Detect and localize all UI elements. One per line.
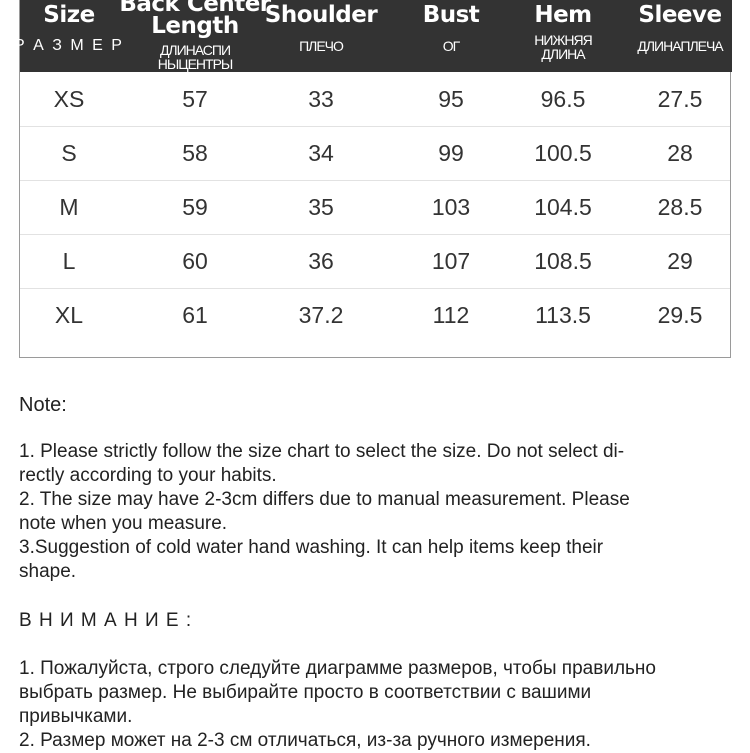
measurement-cell: 99: [438, 140, 464, 166]
note-line: 1. Пожалуйста, строго следуйте диаграмме…: [19, 658, 656, 679]
measurement-cell: 59: [182, 194, 208, 220]
column-header: Size Р А З М Е Р: [14, 0, 124, 72]
measurement-cell: 28: [667, 140, 693, 166]
header-en-label: Length: [151, 13, 239, 39]
header-en-label: Shoulder: [264, 2, 378, 28]
measurement-cell: 33: [308, 86, 334, 112]
measurement-cell: 36: [308, 248, 334, 274]
size-cell: L: [62, 248, 76, 274]
table-row: XS 57 33 95 96.5 27.5: [20, 72, 730, 127]
header-en-label: Back Center: [119, 0, 271, 17]
table-row: S 58 34 99 100.5 28: [20, 126, 730, 181]
measurement-cell: 57: [182, 86, 208, 112]
note-title: Note:: [19, 394, 67, 416]
measurement-cell: 100.5: [534, 140, 592, 166]
measurement-cell: 34: [308, 140, 334, 166]
column-header: Shoulder ПЛЕЧО: [264, 0, 378, 72]
measurement-cell: 113.5: [535, 302, 591, 328]
note-line: 2. The size may have 2-3cm differs due t…: [19, 489, 630, 510]
measurement-cell: 35: [308, 194, 334, 220]
measurement-cell: 108.5: [534, 248, 592, 274]
header-ru-label: ОГ: [442, 38, 460, 54]
header-en-label: Bust: [422, 2, 480, 28]
header-ru-label: ДЛИНАСПИ: [159, 42, 231, 58]
note-line: rectly according to your habits.: [19, 465, 277, 486]
measurement-cell: 112: [432, 302, 470, 328]
note-ru-title: В Н И М А Н И Е :: [19, 610, 193, 631]
header-ru-label: НЫЦЕНТРЫ: [157, 56, 234, 72]
measurement-cell: 107: [431, 248, 471, 274]
header-en-label: Hem: [534, 2, 592, 28]
measurement-cell: 37.2: [298, 302, 344, 328]
header-ru-label: ДЛИНАПЛЕЧА: [637, 38, 723, 54]
size-cell: M: [59, 194, 79, 220]
measurement-cell: 27.5: [657, 86, 703, 112]
measurement-cell: 28.5: [657, 194, 703, 220]
note-line: shape.: [19, 561, 77, 582]
note-line: привычками.: [19, 706, 133, 727]
size-chart-table: Size Р А З М Е Р Back Center Length ДЛИНАСПИ…: [14, 0, 732, 358]
measurement-cell: 104.5: [534, 194, 592, 220]
header-ru-label: Р А З М Е Р: [14, 37, 124, 54]
size-cell: XL: [54, 302, 84, 328]
header-en-label: Sleeve: [638, 2, 722, 28]
note-line: выбрать размер. Не выбирайте просто в со…: [19, 682, 592, 703]
measurement-cell: 29.5: [657, 302, 703, 328]
note-line: note when you measure.: [19, 513, 228, 534]
column-header: Back Center Length ДЛИНАСПИ НЫЦЕНТРЫ: [119, 0, 271, 72]
measurement-cell: 58: [182, 140, 208, 166]
column-header: Hem НИЖНЯЯ ДЛИНА: [534, 0, 592, 72]
table-row: L 60 36 107 108.5 29: [20, 234, 730, 289]
header-en-label: Size: [43, 2, 95, 28]
note-line: 3.Suggestion of cold water hand washing.…: [19, 537, 604, 558]
note-line: 1. Please strictly follow the size chart…: [19, 441, 625, 462]
measurement-cell: 60: [182, 248, 208, 274]
column-header: Bust ОГ: [423, 0, 480, 72]
measurement-cell: 95: [438, 86, 464, 112]
size-cell: S: [61, 140, 77, 166]
table-row: XL 61 37.2 112 113.5 29.5: [20, 288, 730, 342]
column-header: Sleeve ДЛИНАПЛЕЧА: [637, 0, 723, 72]
header-ru-label: НИЖНЯЯ: [534, 32, 592, 48]
measurement-cell: 61: [182, 302, 208, 328]
measurement-cell: 29: [667, 248, 693, 274]
header-ru-label: ДЛИНА: [541, 46, 585, 62]
measurement-cell: 96.5: [540, 86, 586, 112]
table-header: Size Р А З М Е Р Back Center Length ДЛИНАСПИ…: [14, 0, 732, 72]
header-ru-label: ПЛЕЧО: [299, 38, 344, 54]
size-cell: XS: [53, 86, 85, 112]
note-line: 2. Размер может на 2-3 см отличаться, из…: [19, 730, 591, 751]
measurement-cell: 103: [431, 194, 471, 220]
table-row: M 59 35 103 104.5 28.5: [20, 180, 730, 235]
